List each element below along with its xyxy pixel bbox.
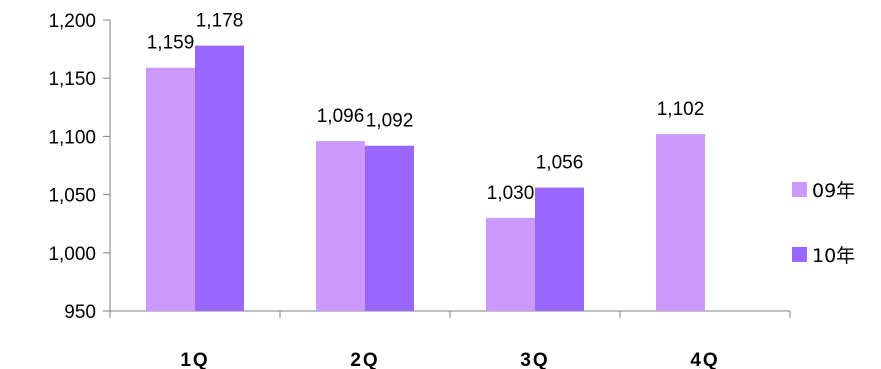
y-tick-label: 1,000	[48, 244, 96, 265]
legend: 09年 10年	[792, 180, 855, 267]
x-tick-label: 2Q	[350, 350, 379, 369]
data-label: 1,159	[147, 33, 195, 54]
x-tick-label: 4Q	[690, 350, 719, 369]
data-label: 1,030	[487, 183, 535, 204]
bar	[365, 145, 414, 311]
x-tick-label: 3Q	[520, 350, 549, 369]
bar	[146, 67, 195, 311]
data-label: 1,056	[536, 153, 584, 174]
bar	[486, 217, 535, 311]
legend-swatch	[792, 247, 807, 262]
bar	[535, 187, 584, 311]
bar	[656, 134, 705, 311]
y-tick-label: 1,150	[48, 69, 96, 90]
y-tick-label: 1,100	[48, 127, 96, 148]
y-tick-label: 950	[64, 302, 96, 323]
y-axis: 950 1,000 1,050 1,100 1,150 1,200	[48, 11, 111, 323]
data-label: 1,092	[366, 111, 414, 132]
y-tick-label: 1,050	[48, 186, 96, 207]
legend-label: 09年	[812, 180, 855, 202]
x-tick-label: 1Q	[180, 350, 209, 369]
legend-label: 10年	[812, 245, 855, 267]
legend-swatch	[792, 182, 807, 197]
data-label: 1,178	[196, 11, 244, 32]
bars	[146, 45, 705, 311]
bar	[316, 141, 365, 311]
x-axis: 1Q 2Q 3Q 4Q	[109, 310, 791, 369]
data-label: 1,096	[317, 106, 365, 127]
y-tick-label: 1,200	[48, 11, 96, 32]
bar	[195, 45, 244, 311]
data-label: 1,102	[657, 99, 705, 120]
